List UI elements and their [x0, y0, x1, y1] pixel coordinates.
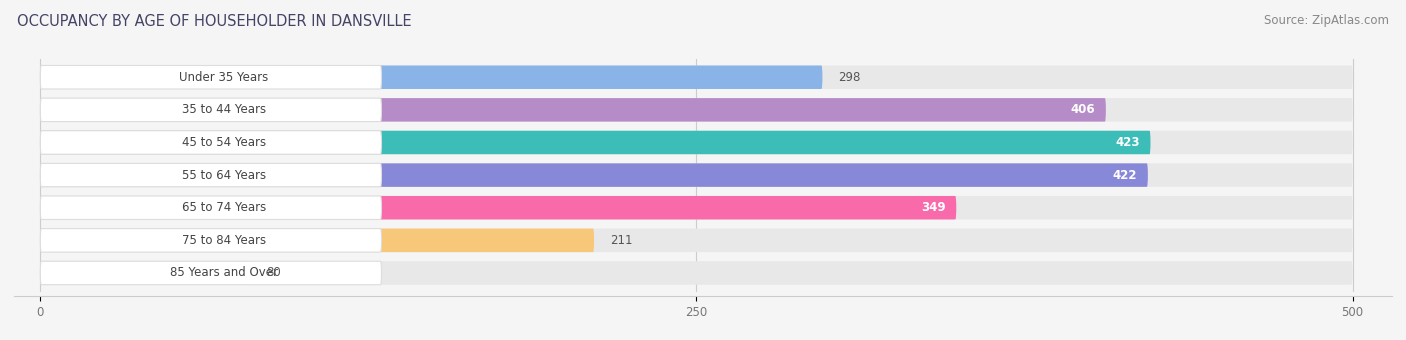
FancyBboxPatch shape — [41, 261, 1353, 285]
FancyBboxPatch shape — [41, 98, 1353, 122]
FancyBboxPatch shape — [41, 261, 381, 285]
Text: 35 to 44 Years: 35 to 44 Years — [181, 103, 266, 116]
Text: 406: 406 — [1071, 103, 1095, 116]
Text: 85 Years and Over: 85 Years and Over — [170, 267, 278, 279]
FancyBboxPatch shape — [41, 163, 1147, 187]
FancyBboxPatch shape — [41, 98, 381, 122]
Text: 80: 80 — [266, 267, 281, 279]
Text: 45 to 54 Years: 45 to 54 Years — [181, 136, 266, 149]
FancyBboxPatch shape — [41, 228, 1353, 252]
Text: 75 to 84 Years: 75 to 84 Years — [181, 234, 266, 247]
FancyBboxPatch shape — [41, 66, 1353, 89]
Text: Source: ZipAtlas.com: Source: ZipAtlas.com — [1264, 14, 1389, 27]
FancyBboxPatch shape — [41, 196, 956, 219]
FancyBboxPatch shape — [41, 66, 823, 89]
FancyBboxPatch shape — [41, 228, 381, 252]
FancyBboxPatch shape — [41, 98, 1107, 122]
Text: 423: 423 — [1115, 136, 1140, 149]
FancyBboxPatch shape — [41, 131, 1353, 154]
FancyBboxPatch shape — [41, 261, 250, 285]
FancyBboxPatch shape — [41, 196, 1353, 219]
Text: Under 35 Years: Under 35 Years — [180, 71, 269, 84]
FancyBboxPatch shape — [41, 163, 381, 187]
Text: OCCUPANCY BY AGE OF HOUSEHOLDER IN DANSVILLE: OCCUPANCY BY AGE OF HOUSEHOLDER IN DANSV… — [17, 14, 412, 29]
FancyBboxPatch shape — [41, 196, 381, 219]
FancyBboxPatch shape — [41, 131, 1150, 154]
Text: 211: 211 — [610, 234, 633, 247]
FancyBboxPatch shape — [41, 228, 595, 252]
FancyBboxPatch shape — [41, 163, 1353, 187]
Text: 65 to 74 Years: 65 to 74 Years — [181, 201, 266, 214]
FancyBboxPatch shape — [41, 131, 381, 154]
Text: 422: 422 — [1114, 169, 1137, 182]
Text: 55 to 64 Years: 55 to 64 Years — [181, 169, 266, 182]
Text: 298: 298 — [838, 71, 860, 84]
Text: 349: 349 — [921, 201, 946, 214]
FancyBboxPatch shape — [41, 66, 381, 89]
